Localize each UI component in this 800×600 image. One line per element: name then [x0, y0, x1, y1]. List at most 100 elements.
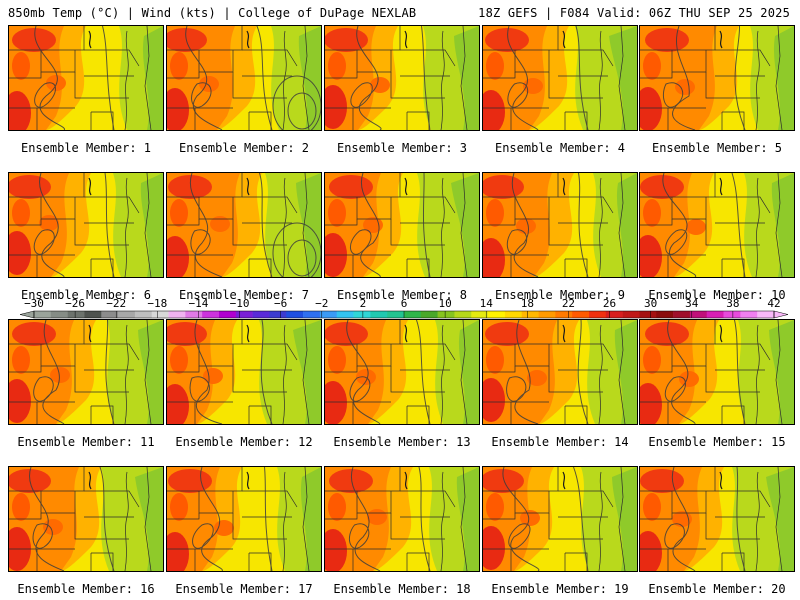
- colorbar-graphic: −30 −26 −22 −18 −14 −10 −6 −2 2 6 10 14 18 22 26 30 34 38…: [19, 297, 789, 319]
- colorbar-tick-label: 42: [767, 297, 780, 310]
- ensemble-panel: Ensemble Member: 12: [166, 319, 322, 450]
- ensemble-member-label: Ensemble Member: 2: [178, 141, 310, 155]
- temperature-colorbar: −30 −26 −22 −18 −14 −10 −6 −2 2 6 10 14 18 22 26 30 34 38…: [19, 297, 790, 321]
- colorbar-tick-label: −2: [315, 297, 328, 310]
- map-graphic: [167, 320, 321, 424]
- temperature-map: [639, 466, 795, 572]
- colorbar-swatch: [34, 311, 52, 318]
- colorbar-swatch: [118, 311, 136, 318]
- temperature-map: [8, 25, 164, 131]
- ensemble-member-label: Ensemble Member: 6: [20, 288, 152, 302]
- map-graphic: [9, 320, 163, 424]
- colorbar-swatch: [84, 311, 102, 318]
- ensemble-member-label: Ensemble Member: 15: [648, 435, 786, 449]
- map-graphic: [640, 320, 794, 424]
- temperature-map: [324, 172, 480, 278]
- ensemble-member-label: Ensemble Member: 17: [175, 582, 313, 596]
- colorbar-swatch: [673, 311, 691, 318]
- colorbar-tick-label: 2: [360, 297, 367, 310]
- ensemble-panel: Ensemble Member: 18: [324, 466, 480, 597]
- temperature-map: [482, 25, 638, 131]
- colorbar-swatch: [488, 311, 506, 318]
- colorbar-swatch: [605, 311, 623, 318]
- ensemble-panel: Ensemble Member: 15: [639, 319, 795, 450]
- colorbar-swatch: [656, 311, 674, 318]
- colorbar-swatch: [370, 311, 388, 318]
- colorbar-tick-label: 10: [438, 297, 451, 310]
- map-graphic: [640, 173, 794, 277]
- colorbar-swatch: [303, 311, 321, 318]
- map-graphic: [483, 320, 637, 424]
- temperature-map: [482, 172, 638, 278]
- colorbar-swatch: [555, 311, 573, 318]
- colorbar-swatch: [50, 311, 68, 318]
- ensemble-panel: Ensemble Member: 7: [166, 172, 322, 303]
- map-graphic: [325, 467, 479, 571]
- map-title: 850mb Temp (°C) | Wind (kts) | College o…: [8, 6, 417, 20]
- colorbar-tick-label: −18: [147, 297, 167, 310]
- colorbar-tick-label: 34: [685, 297, 699, 310]
- colorbar-swatch: [269, 311, 287, 318]
- temperature-map: [166, 466, 322, 572]
- temperature-map: [324, 466, 480, 572]
- map-graphic: [325, 173, 479, 277]
- temperature-map: [324, 319, 480, 425]
- ensemble-panel: Ensemble Member: 5: [639, 25, 795, 156]
- colorbar-swatch: [639, 311, 657, 318]
- ensemble-member-label: Ensemble Member: 18: [333, 582, 471, 596]
- temperature-map: [324, 25, 480, 131]
- temperature-map: [482, 319, 638, 425]
- colorbar-swatch: [538, 311, 556, 318]
- colorbar-tick-label: 38: [726, 297, 739, 310]
- colorbar-swatch: [336, 311, 354, 318]
- temperature-map: [639, 172, 795, 278]
- map-graphic: [9, 26, 163, 130]
- ensemble-panel: Ensemble Member: 10: [639, 172, 795, 303]
- ensemble-member-label: Ensemble Member: 4: [494, 141, 626, 155]
- ensemble-panel: Ensemble Member: 4: [482, 25, 638, 156]
- ensemble-panel: Ensemble Member: 17: [166, 466, 322, 597]
- ensemble-member-label: Ensemble Member: 20: [648, 582, 786, 596]
- colorbar-swatch: [168, 311, 186, 318]
- colorbar-tick-label: −26: [65, 297, 85, 310]
- ensemble-panel: Ensemble Member: 1: [8, 25, 164, 156]
- colorbar-swatch: [134, 311, 153, 318]
- ensemble-member-label: Ensemble Member: 7: [178, 288, 310, 302]
- temperature-map: [8, 319, 164, 425]
- colorbar-swatch: [387, 311, 405, 318]
- colorbar-swatch: [622, 311, 640, 318]
- ensemble-panel: Ensemble Member: 9: [482, 172, 638, 303]
- colorbar-tick-label: −10: [230, 297, 250, 310]
- map-graphic: [167, 173, 321, 277]
- ensemble-member-label: Ensemble Member: 14: [491, 435, 629, 449]
- temperature-map: [166, 319, 322, 425]
- map-graphic: [167, 467, 321, 571]
- colorbar-tick-label: −6: [274, 297, 287, 310]
- ensemble-panel: Ensemble Member: 19: [482, 466, 638, 597]
- colorbar-swatch: [757, 311, 775, 318]
- ensemble-member-label: Ensemble Member: 3: [336, 141, 468, 155]
- colorbar-swatch: [202, 311, 220, 318]
- colorbar-tick-label: 14: [480, 297, 494, 310]
- colorbar-swatch: [471, 311, 489, 318]
- temperature-map: [166, 25, 322, 131]
- colorbar-tick-label: 26: [603, 297, 616, 310]
- map-graphic: [167, 26, 321, 130]
- map-graphic: [483, 467, 637, 571]
- ensemble-member-label: Ensemble Member: 10: [648, 288, 786, 302]
- temperature-map: [639, 319, 795, 425]
- colorbar-swatch: [454, 311, 472, 318]
- map-graphic: [640, 467, 794, 571]
- colorbar-swatch: [353, 311, 371, 318]
- colorbar-swatch: [589, 311, 607, 318]
- colorbar-swatch: [437, 311, 455, 318]
- colorbar-tick-label: −30: [24, 297, 44, 310]
- colorbar-swatch: [151, 311, 169, 318]
- colorbar-swatch: [740, 311, 758, 318]
- map-graphic: [483, 173, 637, 277]
- temperature-map: [8, 466, 164, 572]
- colorbar-swatch: [101, 311, 119, 318]
- colorbar-swatch: [706, 311, 724, 318]
- colorbar-tick-label: 22: [562, 297, 575, 310]
- colorbar-swatch: [404, 311, 422, 318]
